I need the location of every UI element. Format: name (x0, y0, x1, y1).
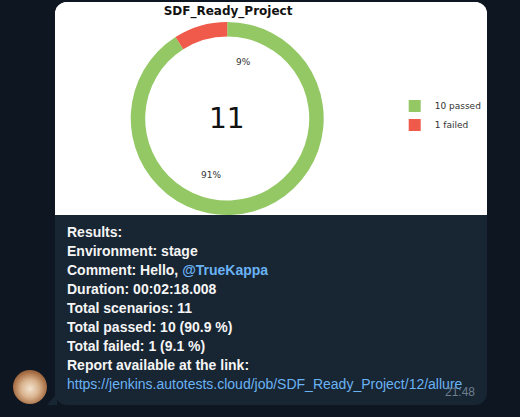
svg-text:11: 11 (209, 102, 245, 135)
html-text:Total passed: 10 (90.9 %): Total passed: 10 (90.9 %) (67, 319, 233, 335)
html-text:Results:: Results: (67, 224, 123, 240)
html-text:21:48: 21:48 (445, 385, 475, 399)
html-text:Report available at the link:: Report available at the link: (67, 357, 250, 373)
html-text:Environment: stage: Environment: stage (67, 243, 198, 259)
html-text:Total scenarios: 11: Total scenarios: 11 (67, 300, 192, 316)
svg-text:9%: 9% (236, 57, 251, 67)
svg-text:SDF_Ready_Project: SDF_Ready_Project (164, 4, 293, 19)
html-text:Duration: 00:02:18.008: Duration: 00:02:18.008 (67, 281, 217, 297)
html-text:Comment: Hello, @TrueKappa: Comment: Hello, @TrueKappa (67, 262, 269, 278)
svg-text:1 failed: 1 failed (435, 120, 469, 130)
html-text:https://jenkins.autotests.clou: https://jenkins.autotests.cloud/job/SDF_… (67, 376, 463, 392)
svg-text:10 passed: 10 passed (435, 101, 481, 111)
svg-text:91%: 91% (201, 170, 221, 180)
html-text:Total failed: 1 (9.1 %): Total failed: 1 (9.1 %) (67, 338, 206, 354)
